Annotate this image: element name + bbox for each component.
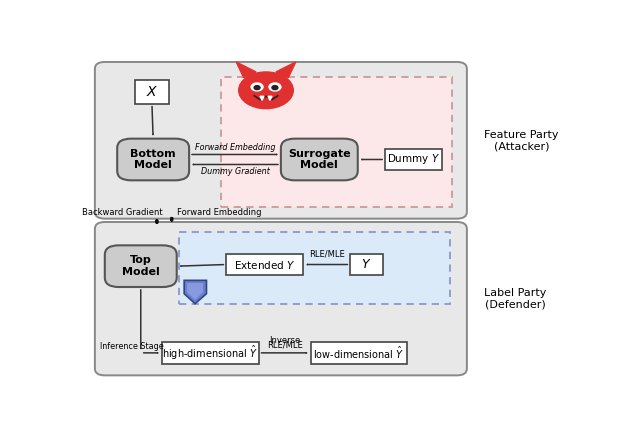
Text: Label Party
(Defender): Label Party (Defender) [484,288,547,310]
Polygon shape [260,96,264,100]
FancyBboxPatch shape [95,62,467,219]
Polygon shape [236,62,256,78]
Text: Dummy Gradient: Dummy Gradient [200,167,269,176]
FancyBboxPatch shape [281,139,358,180]
Text: $Y$: $Y$ [361,258,372,271]
FancyBboxPatch shape [134,80,169,103]
Text: Forward Embedding: Forward Embedding [177,208,261,217]
FancyBboxPatch shape [227,254,303,275]
Text: Inverse: Inverse [269,336,300,345]
Text: Surrogate
Model: Surrogate Model [288,149,351,170]
Text: low-dimensional $\hat{Y}$: low-dimensional $\hat{Y}$ [314,345,404,361]
FancyBboxPatch shape [179,232,449,304]
Circle shape [269,83,281,91]
Text: Bottom
Model: Bottom Model [131,149,176,170]
FancyBboxPatch shape [117,139,189,180]
Text: Backward Gradient: Backward Gradient [83,208,163,217]
Text: Extended $Y$: Extended $Y$ [234,259,296,271]
FancyBboxPatch shape [350,254,383,275]
Text: Inference Stage: Inference Stage [100,342,164,351]
FancyBboxPatch shape [162,342,259,364]
Polygon shape [184,280,207,304]
Text: RLE/MLE: RLE/MLE [267,340,303,349]
Circle shape [254,86,260,90]
Text: RLE/MLE: RLE/MLE [309,249,344,259]
Text: Top
Model: Top Model [122,255,159,277]
FancyBboxPatch shape [105,246,177,287]
Polygon shape [268,96,272,100]
Circle shape [272,86,278,90]
Circle shape [251,83,263,91]
Text: Forward Embedding: Forward Embedding [195,143,275,152]
FancyBboxPatch shape [310,342,408,364]
Text: $X$: $X$ [146,85,158,99]
Circle shape [239,72,293,109]
FancyBboxPatch shape [95,222,467,375]
Text: high-dimensional $\hat{Y}$: high-dimensional $\hat{Y}$ [163,344,258,362]
Text: Feature Party
(Attacker): Feature Party (Attacker) [484,129,559,151]
Polygon shape [276,62,296,78]
FancyBboxPatch shape [385,149,442,170]
Polygon shape [187,283,203,300]
Text: Dummy $Y$: Dummy $Y$ [387,152,440,166]
FancyBboxPatch shape [221,77,452,207]
